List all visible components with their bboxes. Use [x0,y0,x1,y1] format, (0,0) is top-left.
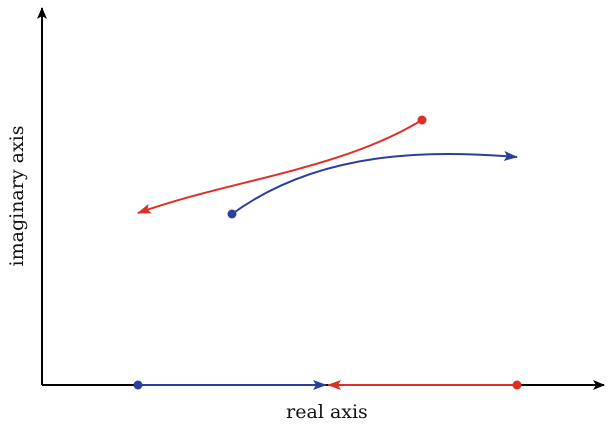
blue-complex-start-point [227,209,237,219]
red-real-start-point [512,380,522,390]
red-complex-start-point [417,115,427,125]
blue-complex-branch [231,150,518,215]
y-axis-label: imaginary axis [6,126,28,267]
x-axis-label: real axis [286,401,368,423]
blue-real-start-point [133,380,143,390]
red-complex-branch [137,119,423,214]
